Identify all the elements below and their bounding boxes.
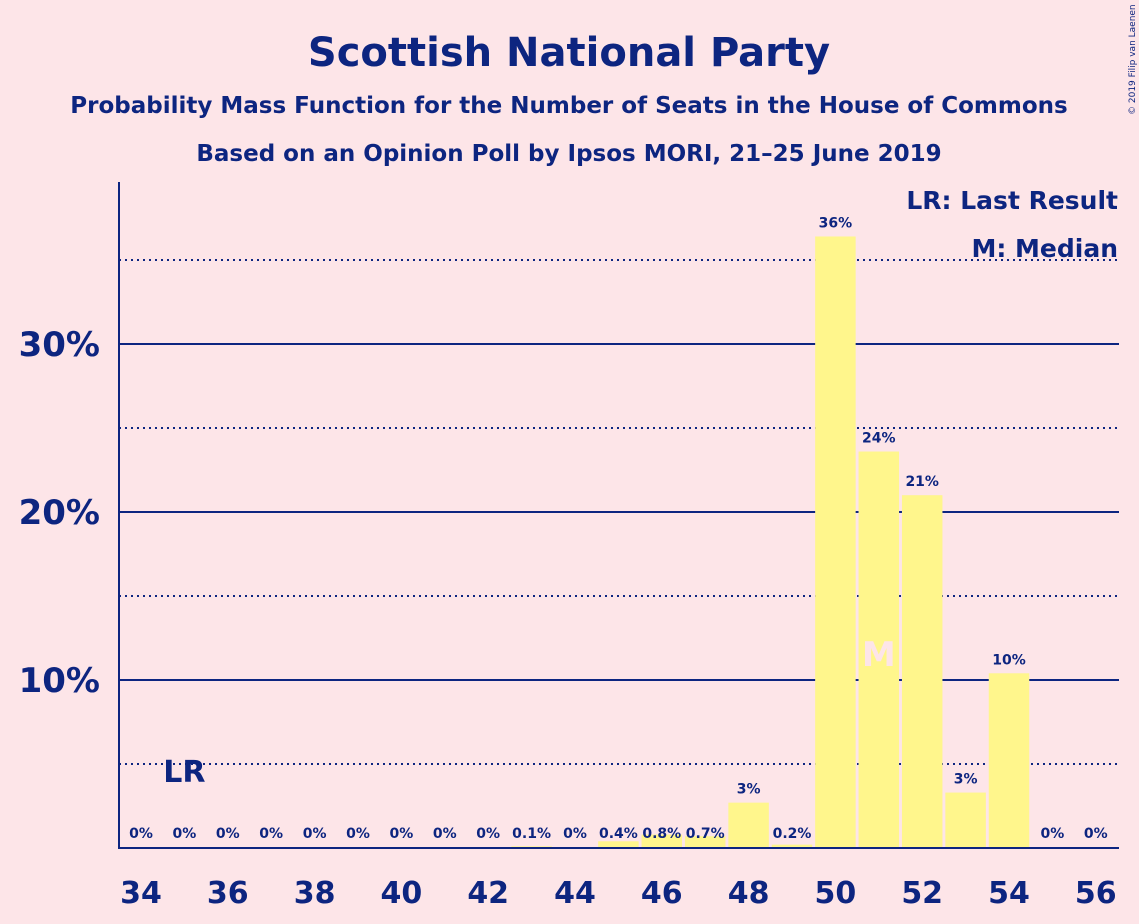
chart-title: Scottish National Party xyxy=(308,30,830,76)
bar-value-label: 0% xyxy=(476,826,500,842)
bars xyxy=(511,236,1030,849)
bar-value-label: 0.2% xyxy=(773,826,812,842)
bar-value-label: 36% xyxy=(819,215,853,231)
bar-value-label: 0.4% xyxy=(599,826,638,842)
y-tick-label: 10% xyxy=(19,661,100,701)
bar-value-label: 10% xyxy=(992,652,1026,668)
bar-value-label: 0.1% xyxy=(512,826,551,842)
x-tick-label: 44 xyxy=(554,876,596,911)
bar-value-label: 0% xyxy=(129,826,153,842)
chart-subtitle: Probability Mass Function for the Number… xyxy=(70,93,1067,119)
bar xyxy=(815,236,856,849)
bar xyxy=(771,844,813,848)
bar-value-label: 0.8% xyxy=(642,826,681,842)
x-tick-label: 48 xyxy=(728,876,770,911)
bar xyxy=(598,841,639,848)
bar-value-label: 0% xyxy=(259,826,283,842)
copyright-note: © 2019 Filip van Laenen xyxy=(1128,4,1138,115)
legend-median: M: Median xyxy=(971,234,1118,263)
bar-value-label: 0% xyxy=(346,826,370,842)
gridlines xyxy=(119,259,1119,765)
legend-last-result: LR: Last Result xyxy=(906,186,1118,215)
chart-subtitle-poll: Based on an Opinion Poll by Ipsos MORI, … xyxy=(196,141,941,167)
x-tick-label: 38 xyxy=(294,876,336,911)
bar-value-label: 24% xyxy=(862,431,896,447)
bar-value-label: 21% xyxy=(905,474,939,490)
bar-value-label: 0% xyxy=(216,826,240,842)
bar-value-label: 0% xyxy=(303,826,327,842)
x-tick-label: 34 xyxy=(120,876,162,911)
bar xyxy=(858,451,900,848)
y-tick-label: 30% xyxy=(19,325,100,365)
x-tick-label: 40 xyxy=(381,876,423,911)
bar xyxy=(988,673,1030,848)
bar-value-label: 0.7% xyxy=(686,826,725,842)
x-tick-label: 46 xyxy=(641,876,683,911)
median-marker: M xyxy=(862,635,896,675)
x-tick-label: 50 xyxy=(815,876,857,911)
y-axis-ticks: 10% 20% 30% xyxy=(19,325,100,701)
bar-value-label: 0% xyxy=(1041,826,1065,842)
bar-value-label: 3% xyxy=(737,782,761,798)
x-tick-label: 36 xyxy=(207,876,249,911)
bar xyxy=(641,834,683,848)
x-tick-label: 42 xyxy=(467,876,509,911)
bar xyxy=(684,836,726,848)
data-labels: 0% 0% 0% 0% 0% 0% 0% 0% 0% 0.1% 0% 0.4% 0.8% 0.7% 3% 0.… xyxy=(129,215,1108,842)
bar-value-label: 0% xyxy=(1084,826,1108,842)
bar-value-label: 0% xyxy=(173,826,197,842)
bar xyxy=(945,792,986,848)
bar xyxy=(901,495,943,848)
bar-value-label: 3% xyxy=(954,772,978,788)
x-tick-label: 54 xyxy=(988,876,1030,911)
x-tick-label: 52 xyxy=(901,876,943,911)
x-axis-ticks: 34 36 38 40 42 44 46 48 50 52 54 56 xyxy=(120,876,1117,911)
bar-value-label: 0% xyxy=(390,826,414,842)
last-result-marker: LR xyxy=(163,755,205,790)
bar-value-label: 0% xyxy=(563,826,587,842)
bar xyxy=(728,802,769,848)
y-tick-label: 20% xyxy=(19,493,100,533)
bar-value-label: 0% xyxy=(433,826,457,842)
x-tick-label: 56 xyxy=(1075,876,1117,911)
